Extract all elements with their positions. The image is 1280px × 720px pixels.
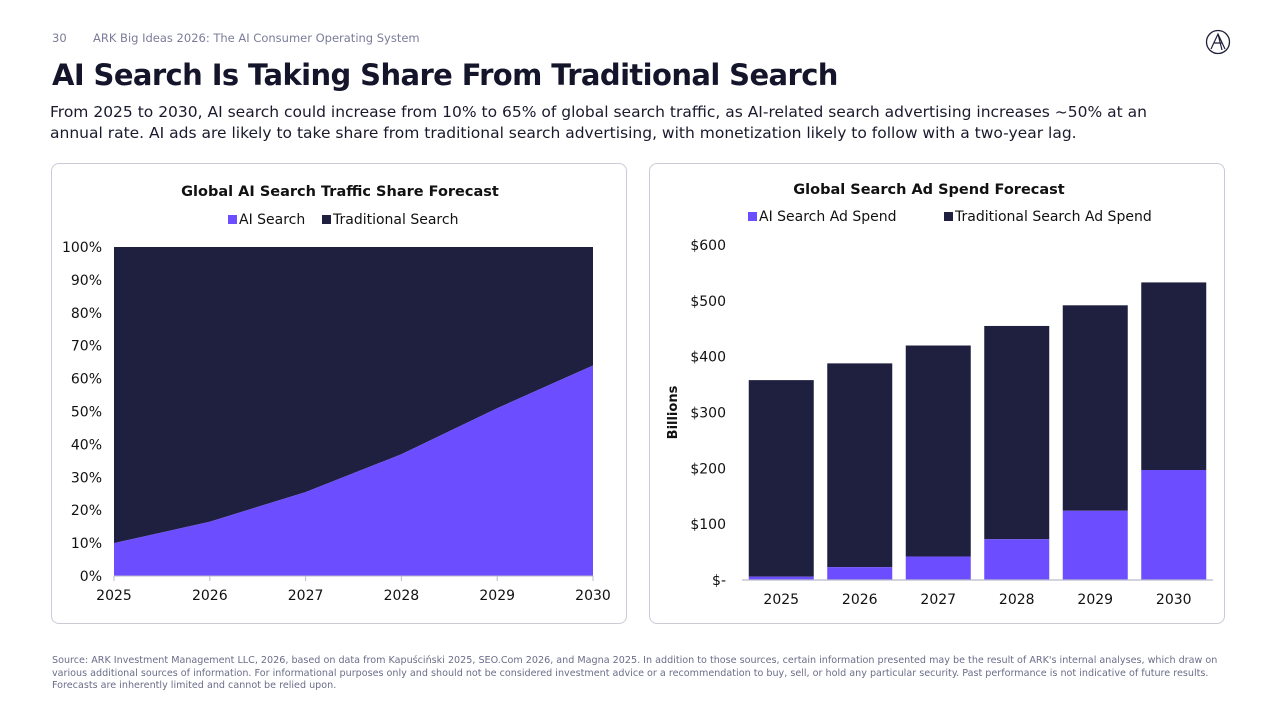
x-tick-label: 2027	[920, 592, 956, 608]
bar-ai-search-ad-spend	[1141, 470, 1207, 580]
y-tick-label: 40%	[71, 437, 102, 453]
y-tick-label: $300	[690, 406, 726, 422]
bar-traditional-search-ad-spend	[1062, 305, 1128, 511]
y-tick-label: $400	[690, 350, 726, 366]
x-tick-label: 2027	[288, 588, 324, 604]
ai-search-area	[114, 365, 593, 576]
bar-ai-search-ad-spend	[827, 567, 893, 580]
bar-ai-search-ad-spend	[984, 539, 1050, 580]
x-tick-label: 2026	[842, 592, 878, 608]
y-tick-label: $600	[690, 238, 726, 254]
legend-label-ai-search-ad-spend: AI Search Ad Spend	[759, 209, 897, 225]
traditional-search-area	[114, 247, 593, 544]
search-ad-spend-chart: Global Search Ad Spend Forecast AI Search…	[666, 182, 1213, 608]
bar-traditional-search-ad-spend	[984, 325, 1050, 540]
y-tick-label: $200	[690, 461, 726, 477]
y-tick-label: 30%	[71, 470, 102, 486]
legend-swatch-traditional-search-ad-spend	[944, 212, 953, 221]
x-tick-label: 2030	[1156, 592, 1192, 608]
legend-swatch-ai-search	[228, 215, 237, 224]
ark-logo-icon	[1205, 29, 1231, 55]
y-tick-label: 0%	[80, 569, 102, 585]
x-tick-label: 2026	[192, 588, 228, 604]
ai-traffic-share-chart-panel: Global AI Search Traffic Share Forecast A…	[51, 163, 627, 624]
x-tick-label: 2025	[763, 592, 799, 608]
bar-traditional-search-ad-spend	[748, 380, 814, 577]
bar-traditional-search-ad-spend	[905, 345, 971, 557]
y-tick-label: 90%	[71, 273, 102, 289]
page-number: 30	[52, 31, 67, 45]
y-tick-label: 10%	[71, 536, 102, 552]
x-tick-label: 2028	[999, 592, 1035, 608]
page-subtitle: From 2025 to 2030, AI search could incre…	[50, 103, 1147, 142]
y-tick-label: 20%	[71, 503, 102, 519]
page-title: AI Search Is Taking Share From Tradition…	[52, 58, 838, 92]
bar-ai-search-ad-spend	[1062, 510, 1128, 580]
search-ad-spend-chart-panel: Global Search Ad Spend Forecast AI Search…	[649, 163, 1225, 624]
y-tick-label: $-	[712, 573, 726, 589]
legend-label-ai-search: AI Search	[239, 212, 305, 228]
chart-title: Global AI Search Traffic Share Forecast	[181, 184, 499, 200]
legend-label-traditional-search-ad-spend: Traditional Search Ad Spend	[954, 209, 1152, 225]
bar-ai-search-ad-spend	[905, 556, 971, 580]
bar-ai-search-ad-spend	[748, 576, 814, 580]
legend-swatch-ai-search-ad-spend	[748, 212, 757, 221]
source-footnote: Source: ARK Investment Management LLC, 2…	[52, 655, 1218, 691]
deck-title: ARK Big Ideas 2026: The AI Consumer Oper…	[93, 31, 420, 45]
y-tick-label: 60%	[71, 372, 102, 388]
y-axis-title: Billions	[666, 385, 681, 439]
y-tick-label: $100	[690, 517, 726, 533]
x-tick-label: 2029	[1077, 592, 1113, 608]
y-tick-label: 100%	[62, 240, 102, 256]
x-tick-label: 2025	[96, 588, 132, 604]
y-tick-label: 70%	[71, 339, 102, 355]
x-tick-label: 2028	[384, 588, 420, 604]
x-tick-label: 2030	[575, 588, 611, 604]
y-tick-label: 50%	[71, 405, 102, 421]
bar-traditional-search-ad-spend	[1141, 282, 1207, 471]
chart-title: Global Search Ad Spend Forecast	[793, 182, 1065, 198]
x-tick-label: 2029	[479, 588, 515, 604]
y-tick-label: $500	[690, 294, 726, 310]
legend-label-traditional-search: Traditional Search	[332, 212, 458, 228]
y-tick-label: 80%	[71, 306, 102, 322]
bar-traditional-search-ad-spend	[827, 363, 893, 568]
legend-swatch-traditional-search	[322, 215, 331, 224]
ai-traffic-share-chart: Global AI Search Traffic Share Forecast A…	[62, 184, 611, 604]
